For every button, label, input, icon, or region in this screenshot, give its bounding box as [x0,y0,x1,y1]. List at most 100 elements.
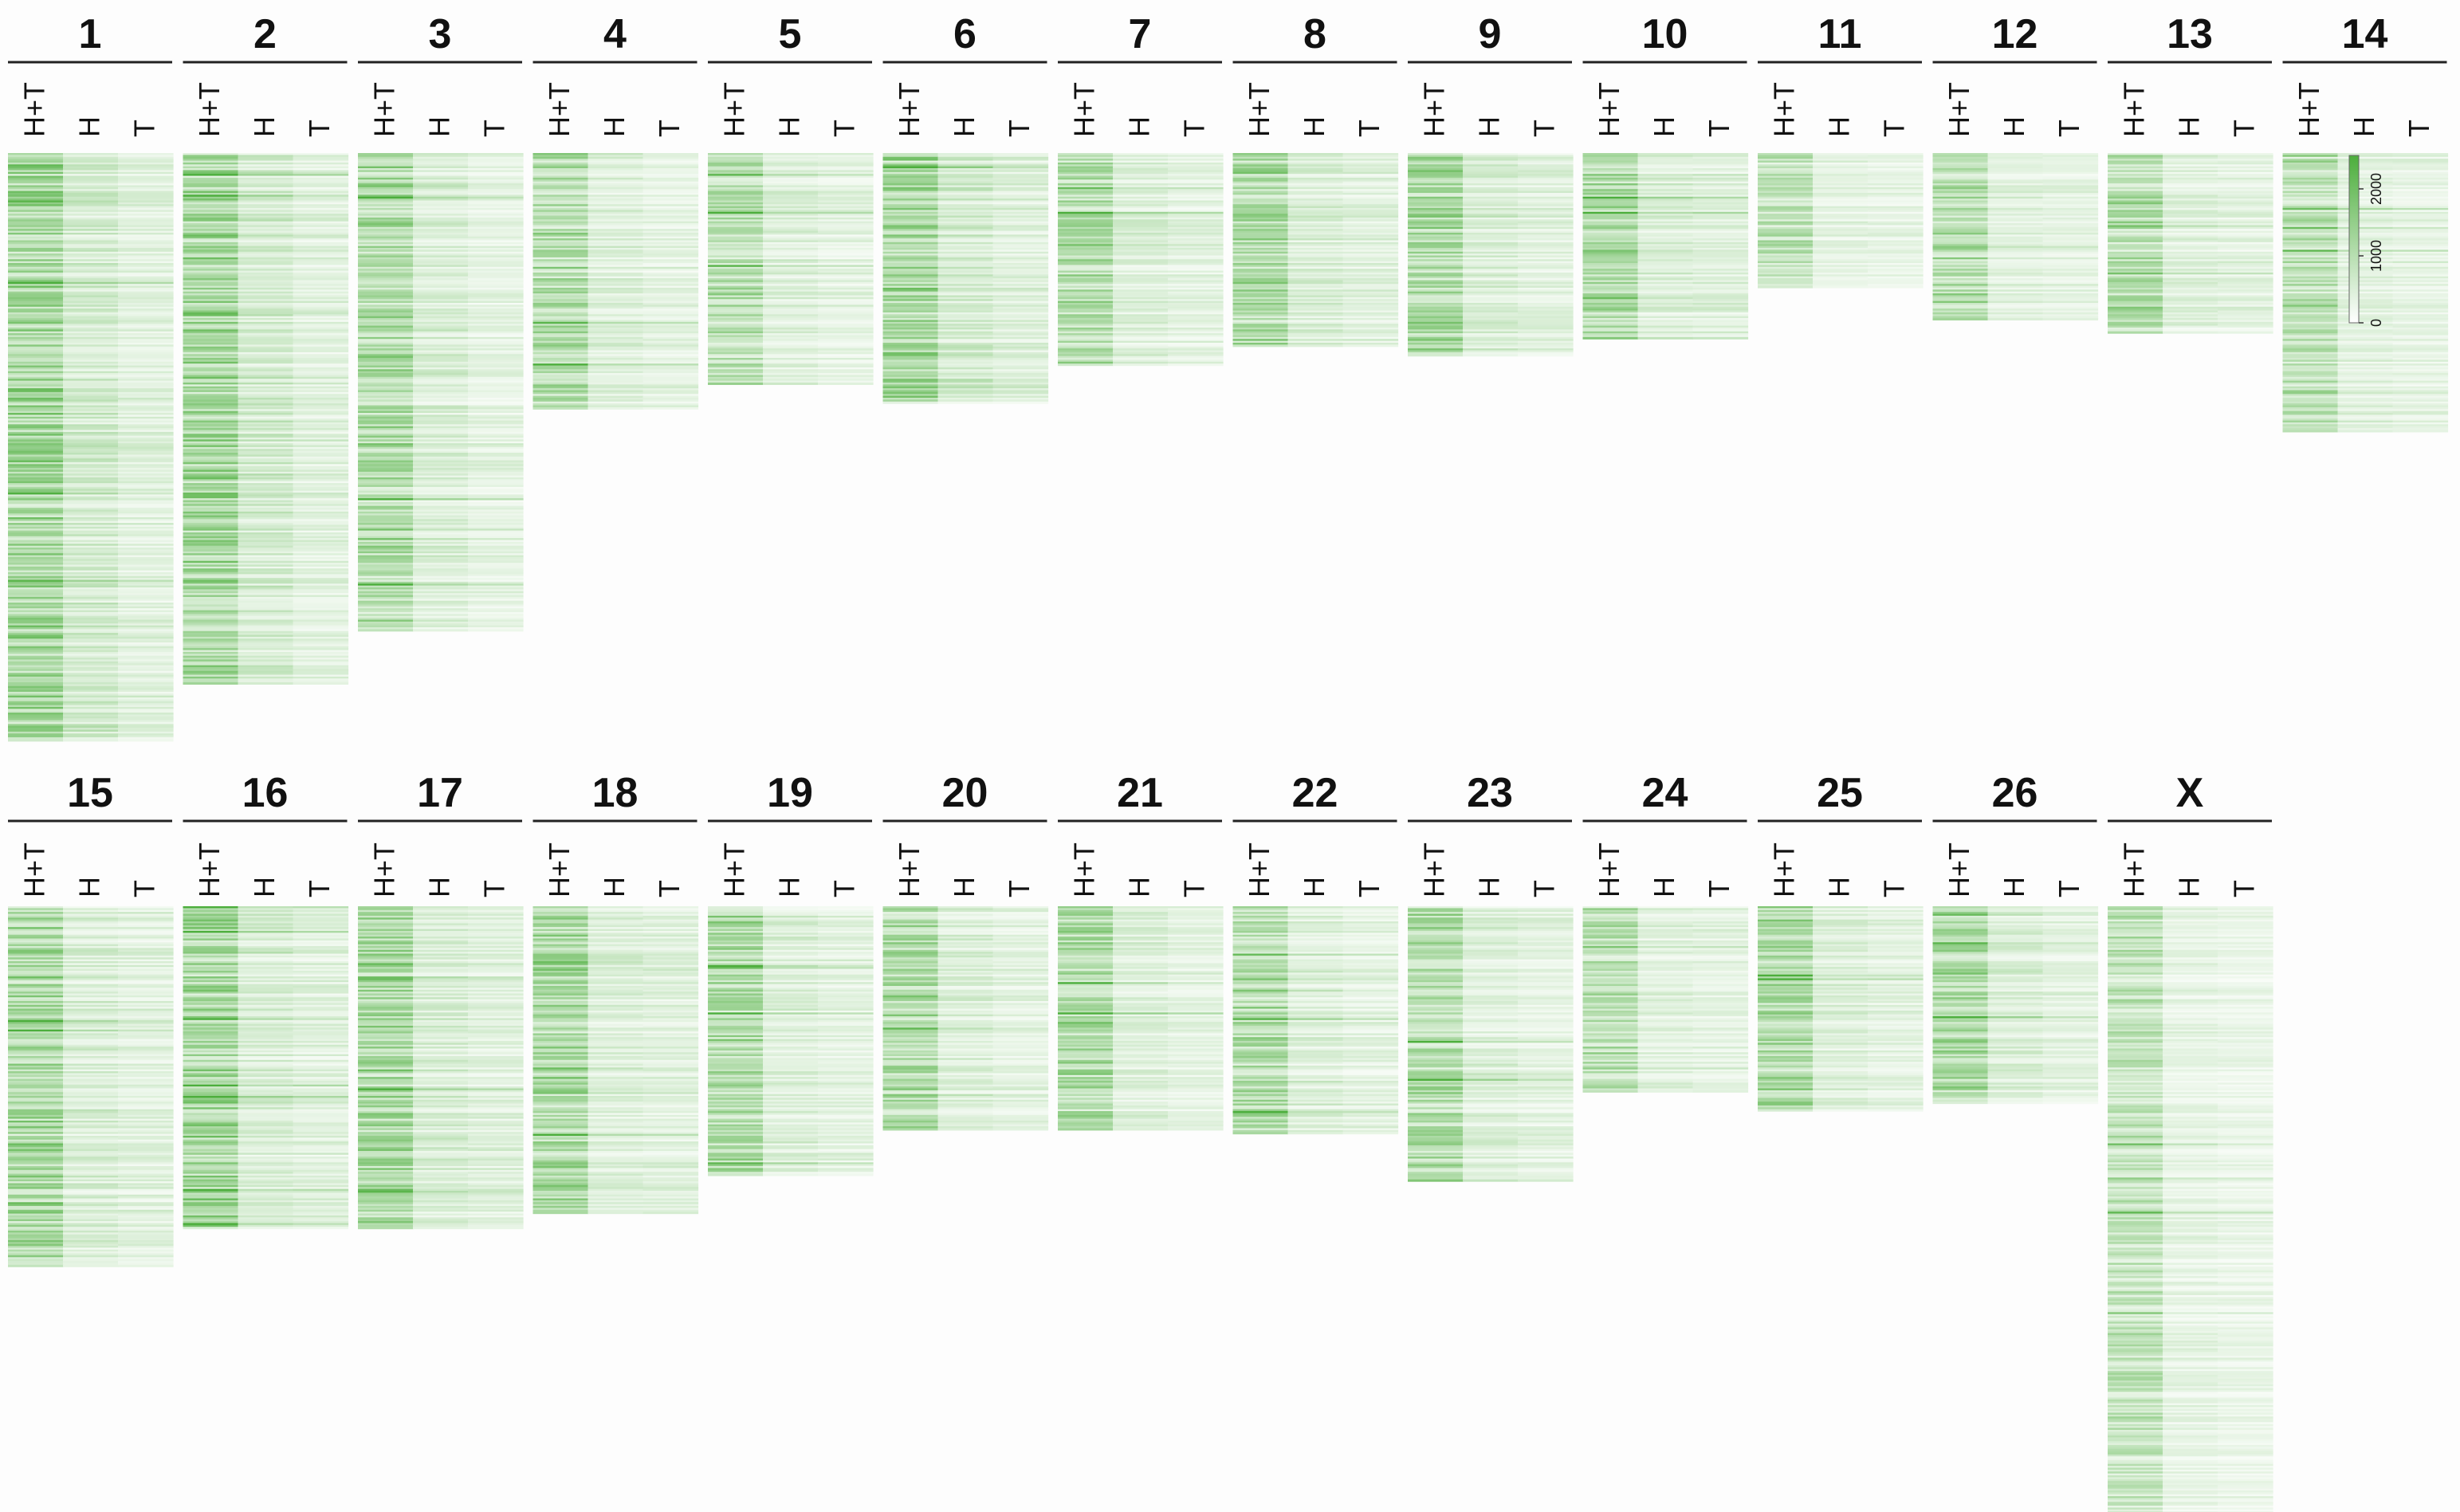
heat-cell [643,261,699,264]
heat-cell [63,365,119,368]
heat-cell [532,221,589,224]
heat-cell [1408,297,1464,300]
heat-cell [413,253,469,257]
heat-cell [8,633,64,636]
heat-cell [183,211,239,214]
heat-cell [63,560,119,564]
heat-cell [183,343,239,345]
heat-cell [468,291,524,294]
heat-cell [1058,266,1114,269]
heat-cell [1463,185,1519,188]
heat-cell [468,350,524,353]
heat-cell [1287,320,1344,323]
heat-cell [63,156,119,159]
heat-cell [1113,245,1169,249]
heat-cell [587,331,644,334]
heat-cell [468,285,524,289]
heat-cell [238,523,294,526]
heat-cell [183,230,239,234]
heat-cell [63,287,119,290]
heat-cell [992,214,1049,217]
heat-cell [238,200,294,203]
heat-cell [293,318,349,321]
heat-cell [643,196,699,199]
heat-cell [8,663,64,666]
heat-cell [118,549,174,552]
heat-cell [358,179,414,183]
heat-cell [63,621,119,624]
heat-cell [1582,291,1639,294]
heat-cell [992,348,1049,351]
heat-cell [532,179,589,183]
heat-cell [183,336,239,340]
heat-cell [1582,261,1639,264]
heat-cell [118,351,174,355]
heat-cell [643,344,699,348]
heat-cell [63,331,119,334]
heat-cell [818,361,874,364]
heat-cell [118,428,174,431]
heat-cell [1518,281,1574,285]
heat-cell [63,251,119,254]
heat-cell [183,630,239,634]
heat-cell [413,485,469,488]
heat-cell [183,181,239,184]
heat-cell [118,281,174,285]
heat-cell [1692,160,1749,163]
heat-cell [8,410,64,414]
heat-cell [63,168,119,171]
heat-cell [1692,189,1749,192]
heat-cell [358,465,414,469]
heat-cell [358,599,414,602]
heat-cell [1692,215,1749,218]
heat-cell [763,229,819,232]
heat-cell [818,229,874,232]
heat-cell [63,175,119,179]
heat-cell [8,540,64,543]
heat-cell [293,560,349,564]
heat-cell [708,223,764,226]
heat-cell [882,183,939,187]
heat-cell [1342,225,1399,228]
heat-cell [937,375,994,378]
heat-cell [183,289,239,293]
heat-cell [763,276,819,279]
heat-cell [1113,344,1169,348]
heat-cell [1463,245,1519,249]
heat-cell [413,603,469,606]
heat-cell [1463,306,1519,309]
column-label: T [303,120,336,137]
heat-cell [587,223,644,226]
heat-cell [413,431,469,434]
heat-cell [1408,321,1464,324]
heat-cell [937,236,994,239]
heat-cell [1113,255,1169,258]
heat-cell [8,351,64,355]
heat-cell [1463,171,1519,175]
heat-cell [1463,335,1519,338]
heat-cell [882,371,939,374]
heat-cell [293,654,349,657]
heat-cell [1637,183,1694,187]
heat-cell [293,350,349,353]
heat-cell [413,384,469,387]
heat-cell [1113,340,1169,344]
heat-cell [238,388,294,391]
heat-cell [1287,308,1344,312]
heat-cell [818,185,874,188]
heat-cell [1518,214,1574,217]
heat-cell [468,278,524,281]
heat-cell [643,202,699,205]
heat-cell [1518,339,1574,342]
heat-cell [1287,217,1344,220]
heat-cell [1232,177,1289,180]
heat-cell [8,729,64,732]
heat-cell [1287,238,1344,242]
heat-cell [183,460,239,463]
heat-cell [937,321,994,324]
heat-cell [293,583,349,587]
heat-cell [293,354,349,357]
heat-cell [293,346,349,349]
heat-cell [468,327,524,330]
heat-cell [8,659,64,662]
